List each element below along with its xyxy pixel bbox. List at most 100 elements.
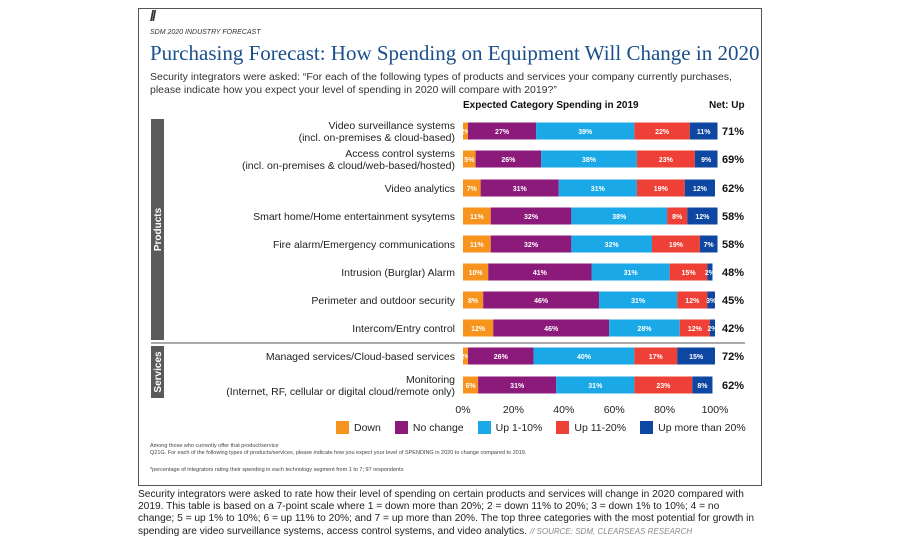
data-label: 15%: [689, 354, 704, 361]
bar-segment: [483, 291, 600, 309]
caption-text: Security integrators were asked to rate …: [138, 489, 755, 537]
bar-segment: [677, 347, 715, 365]
data-label: 2%: [460, 354, 471, 361]
data-label: 3%: [706, 298, 717, 305]
category-label: Managed services/Cloud-based services: [266, 351, 455, 363]
data-label: 9%: [701, 157, 712, 164]
data-label: 41%: [533, 270, 548, 277]
category-label: Monitoring: [406, 374, 455, 386]
data-label: 39%: [578, 129, 593, 136]
net-up-value: 72%: [722, 351, 744, 363]
net-up-header: Net: Up: [709, 100, 745, 111]
data-label: 15%: [682, 270, 697, 277]
data-label: 12%: [688, 326, 703, 333]
data-label: 2%: [707, 326, 718, 333]
data-label: 19%: [669, 242, 684, 249]
legend-item: Up more than 20%: [640, 421, 746, 434]
data-label: 26%: [494, 354, 509, 361]
bar-segment: [591, 263, 670, 281]
bar-segment: [541, 150, 637, 168]
data-label: 11%: [697, 129, 711, 136]
x-tick-label: 100%: [702, 404, 729, 416]
bar-segment: [634, 122, 690, 140]
bar-segment: [669, 263, 708, 281]
bar-segment: [707, 263, 713, 281]
bar-segment: [463, 235, 491, 253]
data-label: 31%: [588, 383, 603, 390]
legend-label: Up 11-20%: [574, 421, 627, 434]
data-label: 40%: [577, 354, 592, 361]
net-up-value: 48%: [722, 267, 744, 279]
bar-segment: [490, 207, 572, 225]
data-label: 17%: [649, 354, 664, 361]
bar-segment: [634, 376, 693, 394]
bar-segment: [556, 376, 635, 394]
bar-segment: [667, 207, 688, 225]
data-label: 5%: [464, 157, 475, 164]
bar-segment: [493, 319, 610, 337]
bar-segment: [463, 122, 469, 140]
bar-segment: [571, 235, 652, 253]
legend-label: Down: [354, 421, 381, 434]
legend-label: Up more than 20%: [658, 421, 746, 434]
data-label: 31%: [513, 186, 528, 193]
legend-item: No change: [394, 421, 464, 434]
data-label: 12%: [695, 214, 710, 221]
data-label: 26%: [501, 157, 516, 164]
data-label: 32%: [605, 242, 620, 249]
bar-segment: [463, 291, 484, 309]
data-label: 28%: [637, 326, 652, 333]
bar-segment: [699, 235, 718, 253]
data-label: 32%: [524, 242, 539, 249]
data-label: 12%: [685, 298, 700, 305]
net-up-value: 71%: [722, 126, 744, 138]
net-up-value: 45%: [722, 295, 744, 307]
bar-segment: [475, 150, 542, 168]
data-label: 2%: [460, 129, 471, 136]
data-label: 46%: [544, 326, 559, 333]
bar-segment: [709, 319, 715, 337]
x-tick-label: 0%: [455, 404, 470, 416]
legend-swatch: [394, 421, 408, 434]
chart-footnote: *percentage of integrators rating their …: [150, 467, 404, 473]
data-label: 31%: [631, 298, 646, 305]
data-label: 38%: [582, 157, 597, 164]
data-label: 32%: [524, 214, 539, 221]
bar-segment: [707, 291, 715, 309]
group-label-services: Services: [153, 351, 164, 393]
chart-title: Purchasing Forecast: How Spending on Equ…: [150, 41, 760, 65]
legend-swatch: [640, 421, 654, 434]
category-label: Access control systems: [345, 148, 455, 160]
chart-frame: [138, 8, 762, 486]
bar-segment: [636, 150, 695, 168]
data-label: 27%: [495, 129, 510, 136]
bar-segment: [536, 122, 635, 140]
category-label: (incl. on-premises & cloud-based): [299, 132, 455, 144]
x-tick-label: 40%: [553, 404, 574, 416]
group-bar-services: [151, 346, 164, 398]
article-caption: Security integrators were asked to rate …: [138, 489, 758, 538]
chart-notes: Among those who currently offer that pro…: [150, 443, 750, 456]
decorative-slashes: //: [150, 8, 157, 25]
bar-segment: [692, 376, 713, 394]
category-label: Intercom/Entry control: [352, 323, 455, 335]
bar-segment: [689, 122, 718, 140]
data-label: 19%: [654, 186, 669, 193]
bar-segment: [677, 291, 708, 309]
net-up-value: 58%: [722, 211, 744, 223]
bar-segment: [463, 376, 479, 394]
supertitle: SDM 2020 INDUSTRY FORECAST: [150, 29, 261, 36]
data-label: 11%: [470, 242, 484, 249]
net-up-value: 62%: [722, 183, 744, 195]
legend-item: Down: [336, 421, 381, 434]
category-label: (Internet, RF, cellular or digital cloud…: [226, 386, 455, 398]
data-label: 31%: [510, 383, 525, 390]
data-label: 31%: [591, 186, 606, 193]
category-label: Fire alarm/Emergency communications: [273, 239, 455, 251]
data-label: 2%: [705, 270, 716, 277]
data-label: 38%: [612, 214, 627, 221]
bar-segment: [636, 179, 685, 197]
x-tick-label: 60%: [604, 404, 625, 416]
notes-line-2: Q21G. For each of the following types of…: [150, 449, 527, 456]
